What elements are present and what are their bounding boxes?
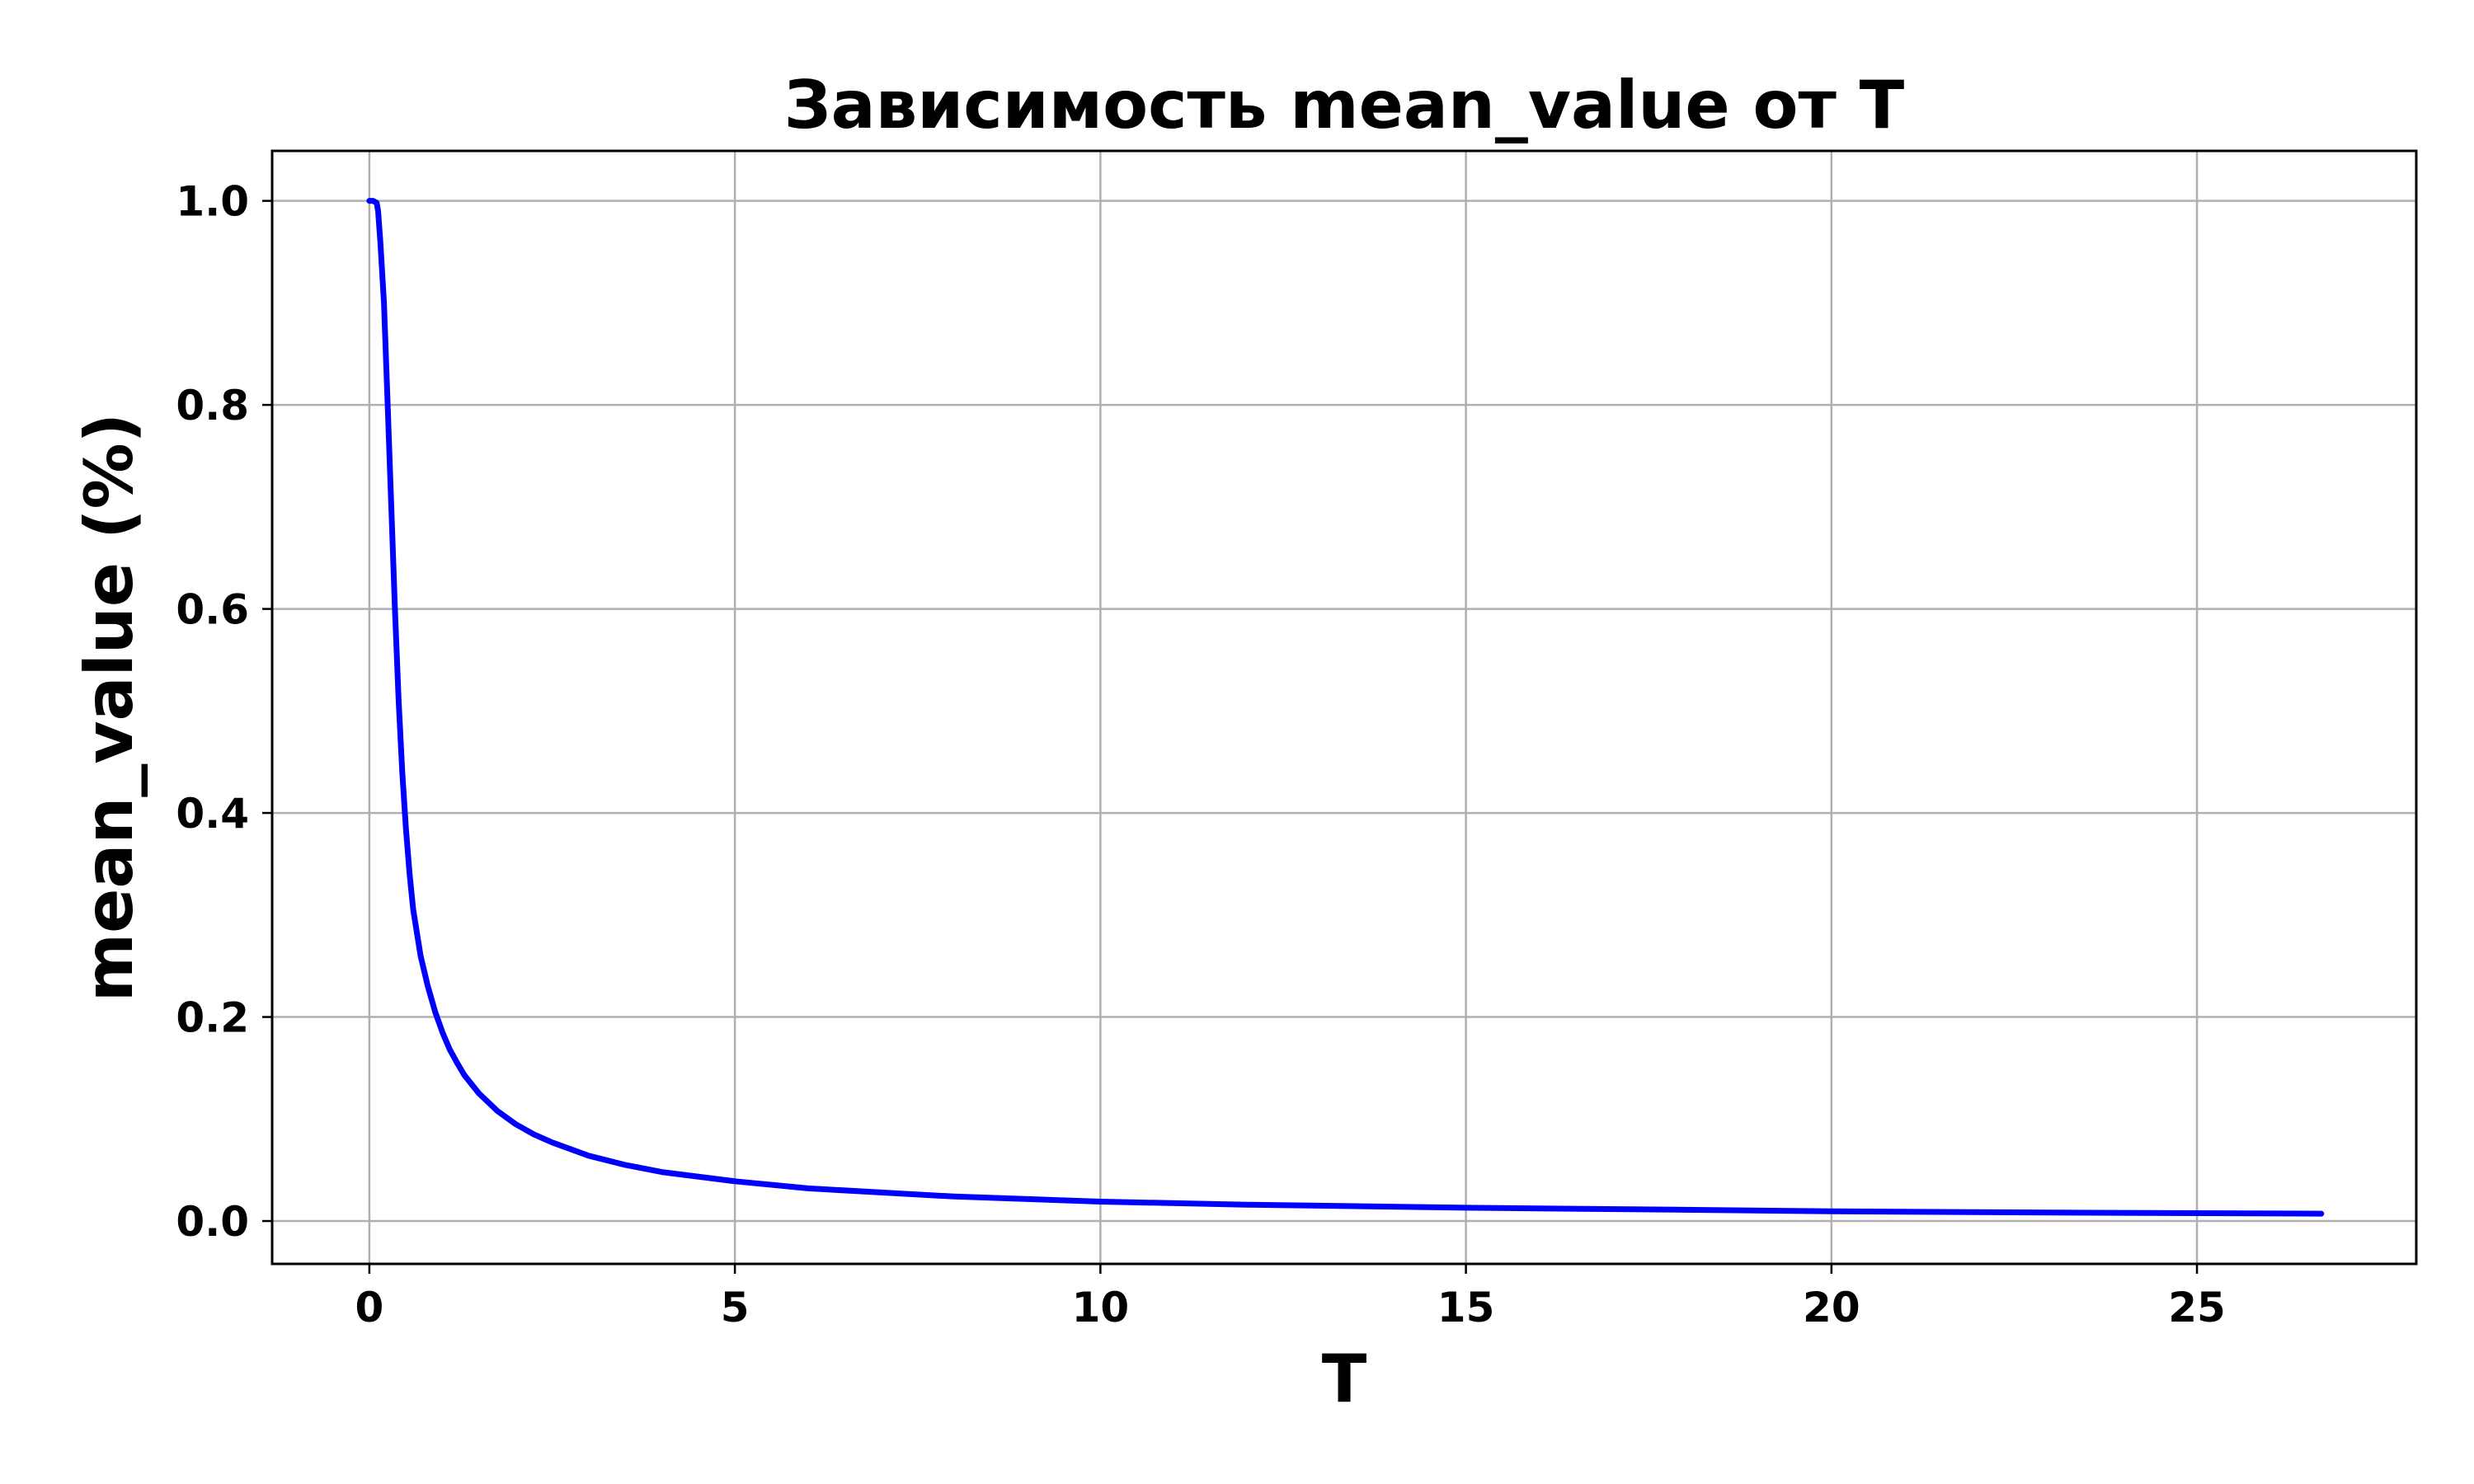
- y-axis-label: mean_value (%): [71, 413, 148, 1002]
- x-tick-label: 20: [1803, 1284, 1860, 1331]
- x-tick-label: 0: [355, 1284, 384, 1331]
- series-line: [366, 198, 2325, 1217]
- y-tick-label: 1.0: [176, 178, 249, 226]
- y-tick-label: 0.2: [176, 994, 249, 1042]
- chart-title: Зависимость mean_value от T: [784, 67, 1905, 143]
- plot-frame: [270, 149, 2418, 1266]
- y-tick-label: 0.8: [176, 382, 249, 430]
- y-tick-label: 0.4: [176, 790, 249, 838]
- series-layer: [366, 198, 2325, 1217]
- y-tick-label: 0.6: [176, 586, 249, 634]
- x-axis-label: T: [1322, 1341, 1367, 1417]
- x-tick-label: 15: [1437, 1284, 1495, 1331]
- x-tick-label: 5: [721, 1284, 750, 1331]
- y-axis: 0.0 0.2 0.4 0.6 0.8 1.0: [176, 178, 272, 1246]
- x-tick-label: 10: [1072, 1284, 1130, 1331]
- x-axis: 0 5 10 15 20 25: [355, 1264, 2226, 1331]
- x-tick-label: 25: [2168, 1284, 2226, 1331]
- y-tick-label: 0.0: [176, 1198, 249, 1246]
- grid: [272, 151, 2416, 1264]
